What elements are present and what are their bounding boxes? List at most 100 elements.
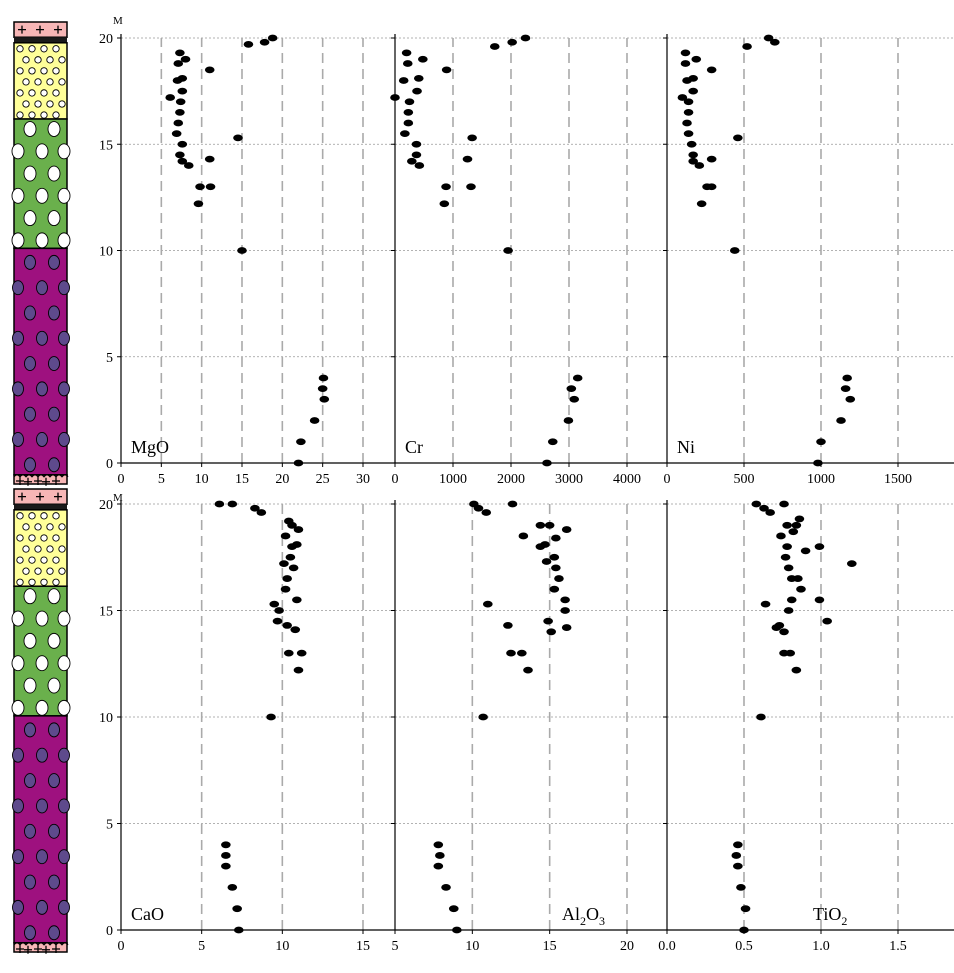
panel-1-point-10	[414, 162, 425, 169]
panel-2-point-10	[694, 162, 705, 169]
panel-5-point-25	[782, 543, 792, 550]
panel-0-point-26	[180, 55, 191, 63]
panel-0-ytick-label-2: 10	[99, 245, 113, 260]
panel-0-xtick-label-1: 5	[158, 472, 165, 487]
strat-bottom-magenta-pattern	[12, 722, 70, 941]
panel-2-point-27	[680, 49, 691, 57]
panel-2-point-20	[677, 94, 688, 101]
panel-5-point-16	[814, 596, 825, 604]
panel-0-point-21	[177, 87, 188, 95]
strat-bottom-granite-pattern	[16, 492, 62, 954]
panel-1-point-11	[407, 157, 417, 165]
panel-0-point-12	[204, 155, 215, 163]
panel-0-point-20	[165, 94, 176, 101]
panel-4-point-6	[478, 713, 488, 721]
panel-1: 0 1000 2000 3000 4000 Cr	[390, 34, 667, 487]
panel-5-xtick-label-3: 1.5	[889, 939, 907, 954]
panel-4-point-24	[551, 534, 561, 542]
panel-2-point-30	[770, 38, 780, 46]
panel-0-point-10	[183, 162, 194, 169]
panel-3-point-3	[221, 862, 231, 870]
panel-2-point-0	[813, 459, 823, 467]
panel-0-point-2	[309, 417, 320, 424]
panel-2-point-23	[688, 74, 698, 82]
panel-3-point-6	[266, 713, 276, 721]
panel-4-point-23	[540, 541, 550, 548]
panel-5-point-24	[800, 547, 811, 555]
panel-0-point-11	[177, 157, 188, 165]
strat-bottom-green-layer	[13, 585, 68, 717]
panel-3-ytick-label-4: 20	[99, 498, 113, 513]
panel-5-xtick-label-0: 0.0	[658, 939, 676, 954]
panel-5-point-17	[786, 596, 797, 604]
strat-top-green-layer	[13, 118, 68, 250]
panel-3: 0 5 10 15 20 0 5 10 15 CaO	[99, 498, 395, 954]
panel-0-point-16	[171, 130, 182, 138]
panel-2-point-15	[733, 134, 743, 142]
panel-5-point-14	[783, 607, 794, 614]
panel-1-xtick-label-3: 3000	[555, 472, 583, 487]
panel-4-xtick-label-3: 20	[620, 939, 634, 954]
panel-3-point-9	[296, 649, 307, 657]
panel-4-point-2	[441, 884, 451, 891]
strat-top-contact-wave	[13, 474, 69, 478]
panel-3-ytick-label-1: 5	[106, 818, 113, 833]
panel-1-point-19	[404, 98, 415, 106]
panel-0-point-17	[173, 119, 184, 127]
panel-0-point-25	[173, 60, 184, 67]
strat-bottom-contact-wave	[13, 942, 69, 946]
panel-1-point-12	[462, 155, 473, 163]
panel-0-ytick-label-4: 20	[99, 32, 113, 47]
panel-3-point-16	[280, 585, 291, 593]
panel-0-point-14	[177, 140, 188, 148]
panel-2-point-11	[688, 157, 698, 165]
panel-4-xtick-label-0: 5	[392, 939, 399, 954]
panel-3-point-30	[256, 509, 267, 516]
panel-4-point-17	[549, 585, 560, 593]
panel-4-point-28	[544, 521, 555, 529]
strat-bottom-yellow-pattern	[16, 512, 66, 586]
panel-2-label: Ni	[677, 437, 695, 457]
panel-3-point-13	[274, 607, 284, 614]
panel-2-point-4	[840, 385, 851, 393]
panel-0-point-19	[175, 98, 186, 106]
panel-3-point-23	[280, 532, 291, 540]
panel-2-point-7	[696, 200, 707, 208]
panel-4-point-15	[483, 600, 493, 608]
panel-1-point-17	[403, 119, 414, 127]
panel-3-label: CaO	[131, 904, 164, 924]
panel-1-point-3	[569, 395, 580, 403]
panel-0-point-18	[175, 108, 185, 116]
panel-1-point-0	[542, 459, 552, 467]
panel-0: 0 5 10 15 20 0 5 10 15 20 25 30 MgO	[99, 32, 395, 487]
panel-0-ytick-label-0: 0	[106, 457, 113, 472]
panel-4-point-11	[561, 624, 572, 631]
panel-5-point-32	[779, 500, 789, 508]
panel-3-point-12	[272, 617, 283, 625]
panel-3-xtick-label-2: 10	[275, 939, 289, 954]
panel-2-point-28	[742, 43, 752, 50]
panel-5-point-15	[760, 600, 771, 608]
panel-5-point-35	[765, 509, 775, 516]
panel-1-xtick-label-1: 1000	[439, 472, 467, 487]
panel-4-point-19	[551, 564, 561, 572]
panel-5-point-18	[796, 585, 806, 593]
panel-1-point-16	[400, 130, 410, 138]
panel-3-ytick-label-3: 15	[99, 605, 113, 620]
panel-2: 0 500 1000 1500 Ni	[663, 34, 954, 487]
panel-1-label: Cr	[405, 437, 423, 457]
strat-bottom-dark-band	[14, 504, 67, 510]
panel-5-label: TiO2	[813, 904, 847, 928]
panel-2-xtick-label-3: 1500	[884, 472, 912, 487]
panel-0-point-13	[175, 151, 185, 159]
panel-0-ytick-label-3: 15	[99, 138, 113, 153]
panel-1-point-7	[439, 200, 450, 208]
panel-3-point-2	[227, 884, 238, 891]
panel-0-point-28	[243, 40, 254, 48]
panel-3-point-1	[232, 905, 242, 913]
panel-3-ytick-label-0: 0	[106, 924, 113, 939]
panel-0-point-30	[267, 34, 278, 42]
panel-1-point-4	[566, 385, 577, 393]
panel-1-point-13	[411, 151, 422, 159]
